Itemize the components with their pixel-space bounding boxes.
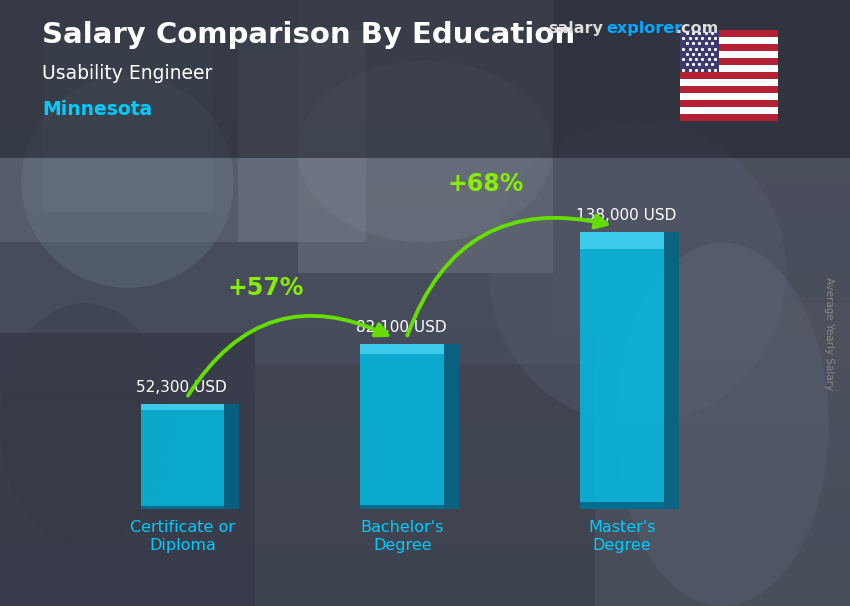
FancyArrowPatch shape	[407, 216, 607, 336]
Ellipse shape	[298, 61, 552, 242]
Bar	[0, 242, 850, 273]
Bar	[680, 30, 778, 38]
Ellipse shape	[489, 121, 786, 424]
Bar	[680, 79, 778, 86]
Text: +57%: +57%	[228, 276, 304, 300]
Ellipse shape	[255, 379, 510, 591]
Bar	[360, 344, 444, 509]
Bar	[0, 485, 850, 515]
Bar	[0, 30, 850, 61]
Text: explorer: explorer	[606, 21, 683, 36]
Bar	[680, 107, 778, 114]
Bar	[680, 30, 719, 72]
Polygon shape	[664, 232, 679, 509]
Text: Usability Engineer: Usability Engineer	[42, 64, 212, 82]
Bar	[680, 38, 778, 44]
Bar	[680, 72, 778, 79]
Ellipse shape	[0, 303, 170, 545]
Text: 138,000 USD: 138,000 USD	[576, 208, 677, 223]
Bar	[552, 0, 850, 364]
Bar	[680, 100, 778, 107]
Text: 82,100 USD: 82,100 USD	[356, 320, 447, 335]
Bar	[680, 86, 778, 93]
Bar	[0, 333, 255, 606]
Bar	[581, 502, 664, 509]
Bar	[680, 58, 778, 65]
Bar	[0, 333, 850, 364]
Text: Salary Comparison By Education: Salary Comparison By Education	[42, 21, 575, 49]
Ellipse shape	[21, 76, 234, 288]
Bar	[595, 303, 850, 606]
Bar	[0, 394, 850, 424]
Bar	[0, 212, 850, 242]
Bar	[680, 65, 778, 72]
Text: .com: .com	[676, 21, 719, 36]
Bar	[0, 576, 850, 606]
Text: +68%: +68%	[448, 171, 524, 196]
Polygon shape	[444, 344, 459, 509]
Bar	[0, 424, 850, 454]
Bar	[0, 91, 850, 121]
Bar	[255, 364, 595, 606]
Polygon shape	[224, 404, 239, 509]
Bar	[0, 273, 850, 303]
Bar	[0, 454, 850, 485]
Bar	[298, 0, 552, 273]
Bar	[0, 364, 850, 394]
Bar	[0, 152, 850, 182]
Bar	[0, 0, 298, 242]
Bar	[0, 61, 850, 91]
FancyArrowPatch shape	[188, 316, 388, 396]
Bar	[680, 93, 778, 100]
Text: Average Yearly Salary: Average Yearly Salary	[824, 277, 834, 390]
Bar	[238, 30, 366, 242]
Bar	[680, 44, 778, 52]
Bar	[0, 303, 850, 333]
Text: salary: salary	[548, 21, 604, 36]
Bar	[0, 121, 850, 152]
Text: Minnesota: Minnesota	[42, 100, 153, 119]
Ellipse shape	[616, 242, 829, 606]
Bar	[0, 515, 850, 545]
Bar	[581, 232, 664, 509]
Bar	[140, 404, 224, 410]
Bar	[0, 182, 850, 212]
Bar	[140, 507, 224, 509]
Bar	[581, 232, 664, 248]
Bar	[0, 545, 850, 576]
Bar	[42, 30, 212, 212]
Bar	[140, 404, 224, 509]
Bar	[360, 344, 444, 354]
Bar	[680, 52, 778, 58]
Bar	[360, 505, 444, 509]
Bar	[0, 0, 850, 30]
Bar	[680, 114, 778, 121]
Text: 52,300 USD: 52,300 USD	[136, 380, 227, 395]
